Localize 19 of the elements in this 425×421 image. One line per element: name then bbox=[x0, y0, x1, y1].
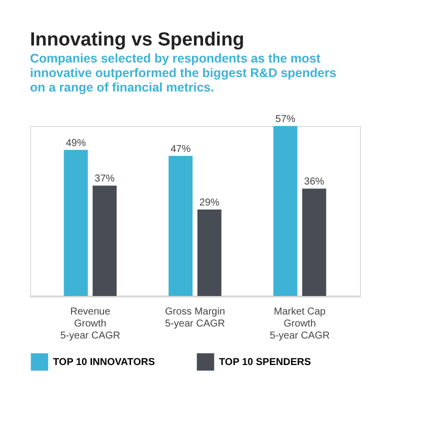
x-tick-label: Gross Margin 5-year CAGR bbox=[164, 306, 226, 330]
legend-label: TOP 10 INNOVATORS bbox=[53, 356, 156, 368]
data-label: 37% bbox=[94, 174, 115, 185]
data-label: 47% bbox=[170, 144, 191, 155]
x-tick-label: Revenue Growth 5-year CAGR bbox=[60, 306, 120, 342]
legend-label: TOP 10 SPENDERS bbox=[219, 356, 312, 368]
chart-title: Innovating vs Spending bbox=[30, 30, 244, 50]
bar bbox=[197, 210, 222, 296]
data-label: 57% bbox=[275, 114, 296, 125]
bar bbox=[273, 126, 298, 296]
bar bbox=[92, 186, 117, 296]
bar bbox=[168, 156, 193, 296]
chart-subtitle: Companies selected by respondents as the most innovative outperformed the biggest R&D spenders on a range of financial metrics. bbox=[30, 52, 336, 94]
x-tick-label: Market Cap Growth 5-year CAGR bbox=[270, 306, 330, 342]
data-label: 49% bbox=[66, 138, 86, 149]
bar bbox=[64, 150, 88, 296]
data-label: 36% bbox=[304, 176, 324, 188]
bar bbox=[302, 188, 326, 296]
data-label: 29% bbox=[199, 198, 220, 209]
